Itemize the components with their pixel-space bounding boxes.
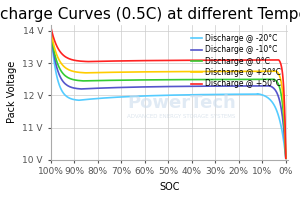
Discharge @ -10°C [283, 139, 286, 142]
Legend: Discharge @ -20°C, Discharge @ -10°C, Discharge @ 0°C, Discharge @ +20°C, Discha: Discharge @ -20°C, Discharge @ -10°C, Di… [188, 31, 284, 91]
X-axis label: SOC: SOC [159, 182, 180, 192]
Discharge @ +50°C [49, 25, 52, 27]
Line: Discharge @ -20°C: Discharge @ -20°C [51, 28, 286, 158]
Line: Discharge @ 0°C: Discharge @ 0°C [51, 31, 286, 158]
Discharge @ 0°C [283, 138, 287, 140]
Y-axis label: Pack Voltage: Pack Voltage [7, 61, 17, 123]
Discharge @ -20°C [54, 69, 57, 71]
Discharge @ +20°C [79, 71, 83, 74]
Line: Discharge @ +50°C: Discharge @ +50°C [51, 26, 286, 158]
Discharge @ -20°C [165, 94, 169, 97]
Discharge @ +20°C [55, 54, 58, 56]
Discharge @ 0°C [49, 30, 52, 32]
Discharge @ +50°C [55, 46, 59, 48]
Discharge @ +20°C [58, 61, 62, 63]
Text: PowerTech: PowerTech [127, 94, 236, 112]
Discharge @ +20°C [178, 70, 182, 73]
Discharge @ +50°C [81, 60, 85, 62]
Discharge @ 0°C [77, 79, 81, 82]
Line: Discharge @ +20°C: Discharge @ +20°C [51, 29, 286, 158]
Discharge @ 0°C [55, 59, 58, 61]
Discharge @ +20°C [49, 28, 52, 30]
Discharge @ -20°C [57, 81, 60, 84]
Discharge @ +50°C [284, 133, 287, 135]
Discharge @ +20°C [66, 68, 70, 70]
Discharge @ -10°C [54, 63, 58, 65]
Discharge @ 0°C [58, 67, 61, 70]
Discharge @ -10°C [172, 85, 176, 88]
Discharge @ -20°C [73, 99, 77, 101]
Discharge @ +50°C [181, 59, 184, 61]
Discharge @ -10°C [64, 83, 67, 85]
Title: Discharge Curves (0.5C) at different Temperatures: Discharge Curves (0.5C) at different Tem… [0, 7, 300, 22]
Discharge @ +50°C [67, 58, 70, 60]
Discharge @ -10°C [57, 73, 61, 75]
Discharge @ +50°C [284, 157, 288, 159]
Discharge @ 0°C [65, 76, 68, 78]
Discharge @ -20°C [282, 141, 286, 144]
Discharge @ -10°C [75, 87, 79, 90]
Discharge @ -10°C [284, 157, 288, 159]
Discharge @ +20°C [284, 136, 287, 138]
Text: ADVANCED ENERGY STORAGE SYSTEMS: ADVANCED ENERGY STORAGE SYSTEMS [127, 114, 236, 119]
Discharge @ -10°C [49, 28, 52, 30]
Discharge @ +20°C [284, 157, 288, 159]
Discharge @ +50°C [59, 52, 63, 54]
Discharge @ -20°C [49, 26, 52, 29]
Discharge @ -20°C [62, 93, 66, 95]
Discharge @ -20°C [284, 157, 288, 159]
Discharge @ 0°C [176, 78, 179, 81]
Line: Discharge @ -10°C: Discharge @ -10°C [51, 29, 286, 158]
Discharge @ 0°C [284, 157, 288, 159]
